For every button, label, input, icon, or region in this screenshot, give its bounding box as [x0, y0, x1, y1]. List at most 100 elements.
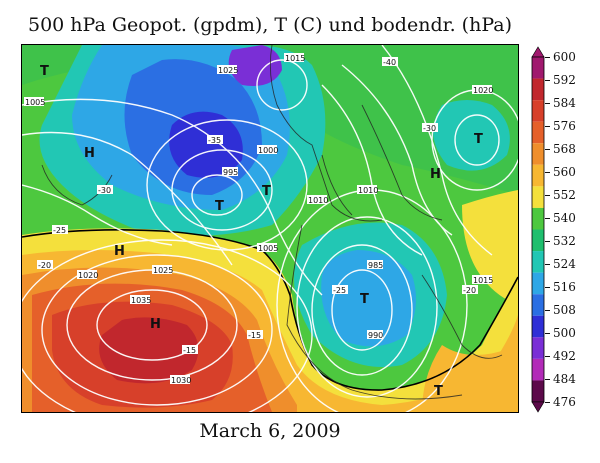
colorbar-tick	[545, 241, 550, 242]
temperature-label: -15	[247, 330, 263, 340]
colorbar-swatch	[532, 143, 544, 165]
colorbar-label: 524	[553, 257, 576, 271]
temperature-label: -25	[332, 285, 348, 295]
geopotential-field-592	[99, 317, 199, 384]
temperature-label: -20	[37, 260, 53, 270]
colorbar-label: 484	[553, 372, 576, 386]
isobar-label: 1025	[217, 65, 238, 75]
high-pressure-marker: H	[114, 244, 125, 259]
svg-text:-20: -20	[38, 261, 51, 270]
colorbar-swatch	[532, 57, 544, 79]
isobar-label: 985	[367, 260, 383, 270]
colorbar-tick	[545, 80, 550, 81]
colorbar-tick	[545, 218, 550, 219]
colorbar-label: 592	[553, 73, 576, 87]
isobar-label: 990	[367, 330, 383, 340]
svg-text:995: 995	[223, 168, 238, 177]
colorbar-swatch	[532, 251, 544, 273]
colorbar-tick	[545, 264, 550, 265]
low-pressure-marker: T	[360, 292, 369, 307]
isobar-label: 1035	[130, 295, 151, 305]
colorbar-tick	[545, 356, 550, 357]
svg-text:-20: -20	[463, 286, 476, 295]
colorbar-swatch	[532, 272, 544, 295]
chart-title: 500 hPa Geopot. (gpdm), T (C) und bodend…	[27, 14, 513, 36]
svg-text:-35: -35	[208, 136, 221, 145]
svg-text:1020: 1020	[473, 86, 493, 95]
svg-text:1025: 1025	[218, 66, 238, 75]
chart-date: March 6, 2009	[199, 420, 341, 442]
isobar-label: 1030	[170, 375, 191, 385]
svg-text:1005: 1005	[25, 98, 45, 107]
geopotential-field-560-se	[422, 345, 518, 412]
colorbar-label: 508	[553, 303, 576, 317]
svg-text:1015: 1015	[285, 54, 305, 63]
svg-text:1030: 1030	[171, 376, 191, 385]
svg-text:1000: 1000	[258, 146, 278, 155]
isobar-label: 1020	[77, 270, 98, 280]
colorbar-top-arrow	[531, 46, 545, 58]
isobar-label: 1010	[307, 195, 328, 205]
temperature-label: -30	[422, 123, 438, 133]
contour-552	[22, 229, 518, 391]
svg-text:-30: -30	[98, 186, 111, 195]
low-pressure-marker: T	[262, 184, 271, 199]
isobar-label: 1010	[357, 185, 378, 195]
colorbar-label: 552	[553, 188, 576, 202]
isobar-label: 1020	[472, 85, 493, 95]
svg-text:-30: -30	[423, 124, 436, 133]
colorbar-swatch	[532, 121, 544, 144]
colorbar-label: 560	[553, 165, 576, 179]
svg-text:1015: 1015	[473, 276, 493, 285]
colorbar	[531, 46, 545, 413]
isobar-label: 1005	[257, 243, 278, 253]
svg-text:985: 985	[368, 261, 383, 270]
geopotential-field-524-ne	[433, 100, 510, 171]
colorbar-tick	[545, 126, 550, 127]
isobar-label: 1005	[24, 97, 45, 107]
colorbar-swatch	[532, 164, 544, 187]
colorbar-tick	[545, 172, 550, 173]
colorbar-label: 516	[553, 280, 576, 294]
colorbar-tick	[545, 402, 550, 403]
svg-text:1035: 1035	[131, 296, 151, 305]
low-pressure-marker: T	[434, 384, 443, 399]
colorbar-swatch	[532, 229, 544, 252]
isobar-label: 1025	[152, 265, 173, 275]
colorbar-label: 476	[553, 395, 576, 409]
isobar-label: 1015	[284, 53, 305, 63]
colorbar-label: 532	[553, 234, 576, 248]
geopotential-field-536	[22, 45, 518, 195]
colorbar-tick	[545, 310, 550, 311]
colorbar-tick	[545, 149, 550, 150]
colorbar-swatch	[532, 337, 544, 359]
temperature-label: -15	[182, 345, 198, 355]
geopotential-field-516-east	[321, 250, 416, 347]
svg-text:1010: 1010	[358, 186, 378, 195]
colorbar-tick	[545, 195, 550, 196]
low-pressure-marker: T	[474, 132, 483, 147]
isobar-label: 1000	[257, 145, 278, 155]
colorbar-bottom-arrow	[531, 401, 545, 413]
svg-text:1020: 1020	[78, 271, 98, 280]
temperature-label: -35	[207, 135, 223, 145]
high-pressure-marker: H	[150, 317, 161, 332]
geopotential-field-492	[228, 45, 282, 86]
coastlines	[41, 45, 503, 400]
colorbar-label: 576	[553, 119, 576, 133]
colorbar-swatch	[532, 358, 544, 381]
colorbar-swatch	[532, 380, 544, 402]
temperature-label: -25	[52, 225, 68, 235]
colorbar-label: 500	[553, 326, 576, 340]
temperature-label: -20	[462, 285, 478, 295]
colorbar-swatch	[532, 294, 544, 316]
svg-text:1010: 1010	[308, 196, 328, 205]
colorbar-label: 584	[553, 96, 576, 110]
colorbar-label: 492	[553, 349, 576, 363]
colorbar-tick	[545, 57, 550, 58]
temperature-label: -30	[97, 185, 113, 195]
geopotential-field-552-se	[462, 190, 518, 305]
colorbar-tick	[545, 287, 550, 288]
colorbar-tick	[545, 379, 550, 380]
svg-text:-40: -40	[383, 58, 396, 67]
